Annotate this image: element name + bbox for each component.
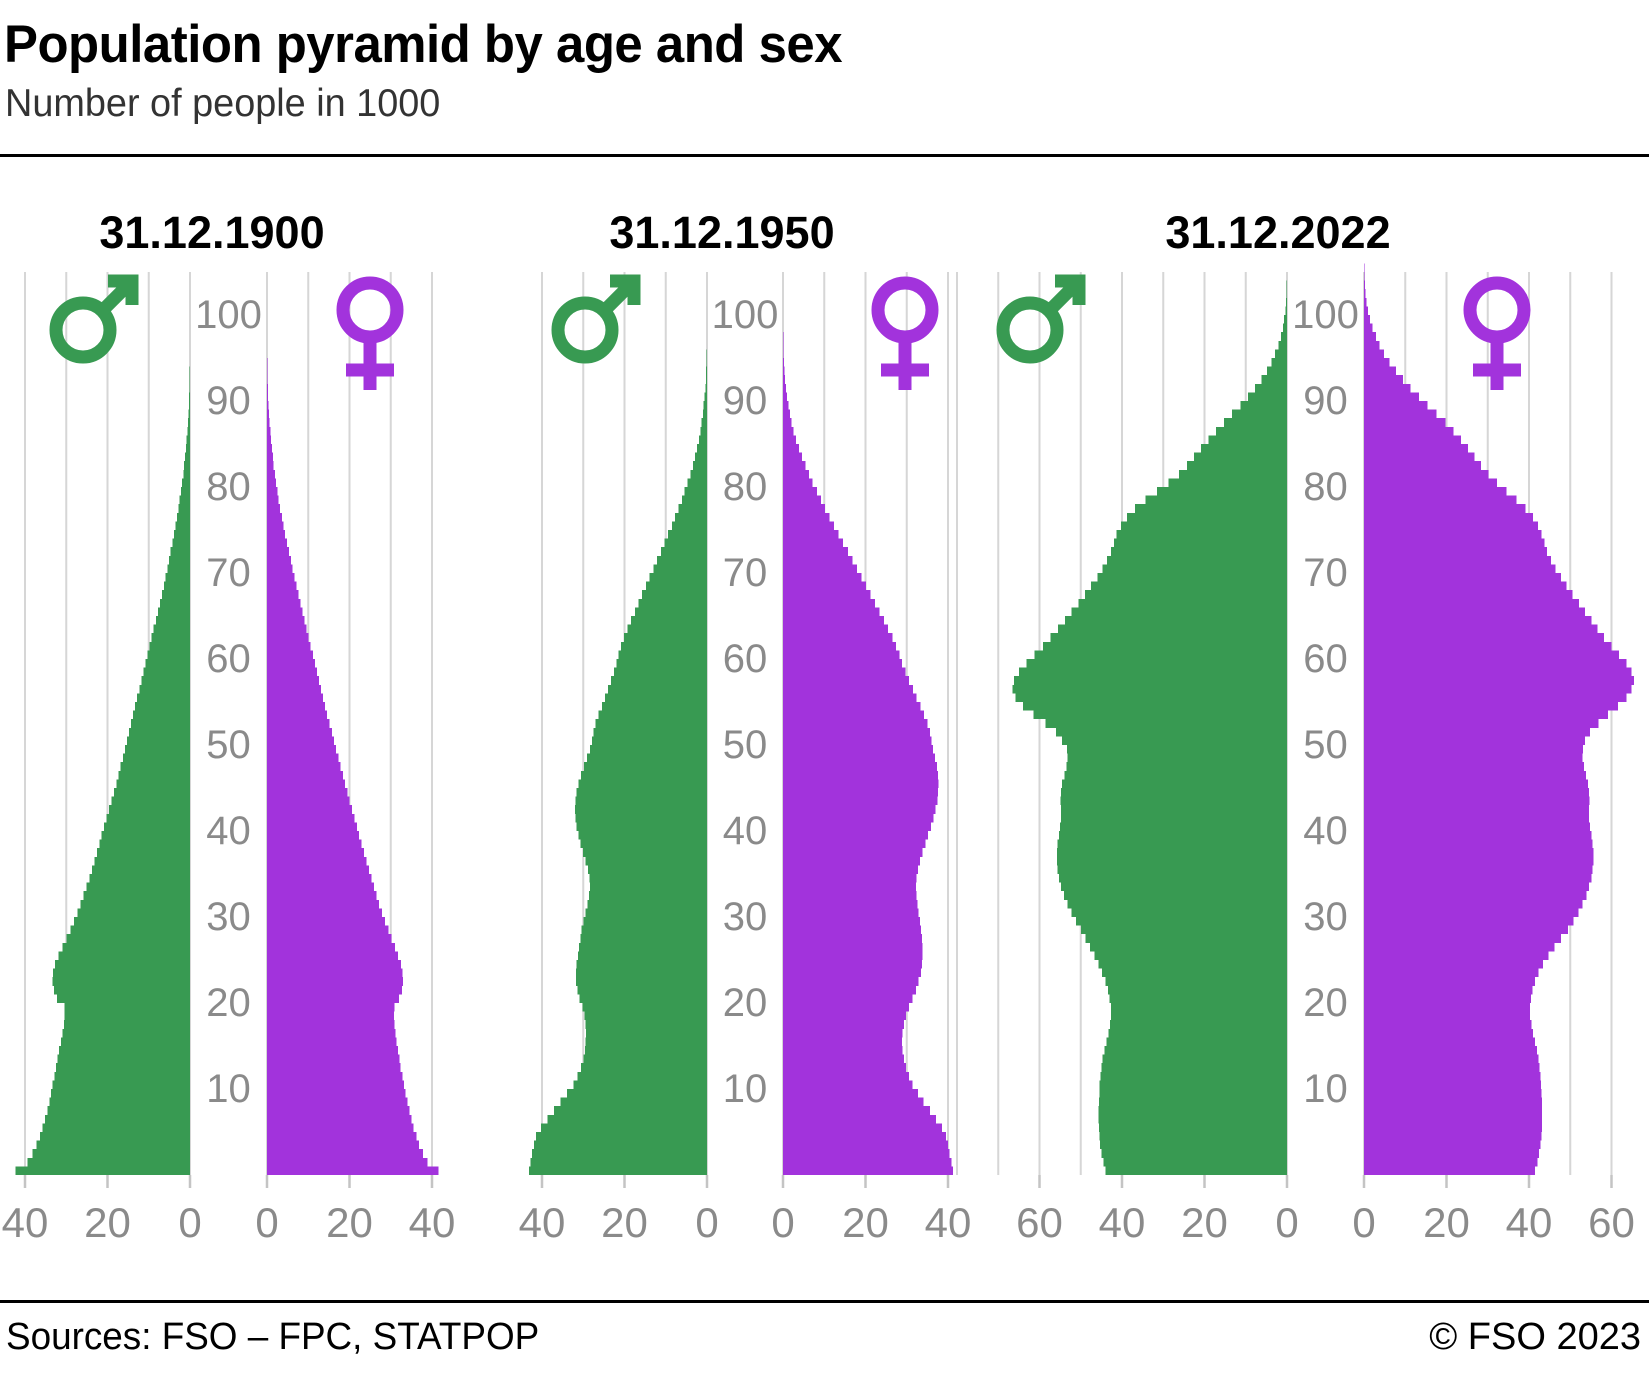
svg-text:20: 20 [842,1199,889,1246]
value-axis: 60 40 20 0 0 20 40 60 [1016,1175,1635,1246]
value-axis: 40 20 0 0 20 40 [519,1175,972,1246]
svg-text:60: 60 [1303,637,1348,681]
svg-text:30: 30 [206,895,251,939]
svg-text:0: 0 [771,1199,794,1246]
svg-text:20: 20 [84,1199,131,1246]
svg-text:60: 60 [1016,1199,1063,1246]
svg-text:40: 40 [925,1199,972,1246]
svg-text:100: 100 [712,293,779,337]
svg-text:50: 50 [1303,723,1348,767]
female-bars-1950 [783,306,953,1175]
mars-icon [49,274,139,364]
svg-text:20: 20 [601,1199,648,1246]
page-title: Population pyramid by age and sex [4,15,843,74]
svg-text:70: 70 [723,551,768,595]
male-bars-2022 [1012,263,1288,1175]
age-axis-labels: 10 20 30 40 50 60 70 80 90 100 [712,293,779,1111]
svg-text:40: 40 [519,1199,566,1246]
svg-text:60: 60 [206,637,251,681]
svg-text:20: 20 [326,1199,373,1246]
mars-icon [996,274,1086,364]
svg-text:50: 50 [206,723,251,767]
svg-text:20: 20 [1181,1199,1228,1246]
pyramid-1900: 10 20 30 40 50 60 70 80 90 100 40 20 0 0 20 40 31.12.190… [2,207,456,1246]
svg-text:40: 40 [409,1199,456,1246]
venus-icon [336,276,404,390]
pyramid-1950: 10 20 30 40 50 60 70 80 90 100 40 20 0 0 20 40 31.12.195… [519,207,972,1246]
svg-text:30: 30 [1303,895,1348,939]
svg-text:20: 20 [1423,1199,1470,1246]
svg-text:30: 30 [723,895,768,939]
male-bars-1950 [528,315,708,1175]
svg-text:80: 80 [1303,465,1348,509]
value-axis: 40 20 0 0 20 40 [2,1175,456,1246]
svg-text:40: 40 [1506,1199,1553,1246]
svg-text:20: 20 [206,981,251,1025]
copyright-text: © FSO 2023 [1429,1316,1641,1358]
venus-icon [871,276,939,390]
svg-text:20: 20 [723,981,768,1025]
header-divider [0,154,1649,157]
svg-text:60: 60 [723,637,768,681]
sources-text: Sources: FSO – FPC, STATPOP [6,1316,540,1358]
svg-text:0: 0 [1275,1199,1298,1246]
venus-icon [1463,276,1531,390]
svg-text:100: 100 [195,293,262,337]
svg-text:40: 40 [2,1199,49,1246]
svg-text:70: 70 [206,551,251,595]
svg-text:60: 60 [1588,1199,1635,1246]
population-pyramids: 10 20 30 40 50 60 70 80 90 100 40 20 0 0 20 40 31.12.190… [0,180,1649,1280]
svg-text:80: 80 [206,465,251,509]
svg-text:90: 90 [723,379,768,423]
footer-divider [0,1300,1649,1303]
svg-text:0: 0 [1352,1199,1375,1246]
svg-text:50: 50 [723,723,768,767]
svg-text:20: 20 [1303,981,1348,1025]
svg-text:0: 0 [255,1199,278,1246]
page-subtitle: Number of people in 1000 [5,82,441,125]
svg-text:10: 10 [206,1067,251,1111]
svg-text:0: 0 [178,1199,201,1246]
age-axis-labels: 10 20 30 40 50 60 70 80 90 100 [1292,293,1359,1111]
panel-title-2022: 31.12.2022 [1165,207,1390,258]
female-bars-2022 [1364,263,1635,1175]
female-bars-1900 [267,315,439,1175]
svg-text:40: 40 [206,809,251,853]
mars-icon [551,274,641,364]
age-axis-labels: 10 20 30 40 50 60 70 80 90 100 [195,293,262,1111]
svg-text:100: 100 [1292,293,1359,337]
panel-title-1900: 31.12.1900 [99,207,324,258]
svg-text:10: 10 [723,1067,768,1111]
svg-text:70: 70 [1303,551,1348,595]
svg-text:40: 40 [723,809,768,853]
panel-title-1950: 31.12.1950 [609,207,834,258]
svg-text:80: 80 [723,465,768,509]
svg-text:90: 90 [206,379,251,423]
male-bars-1900 [15,323,191,1175]
svg-text:90: 90 [1303,379,1348,423]
pyramid-2022: 10 20 30 40 50 60 70 80 90 100 60 40 20 0 0 20 40 60 31.12… [956,207,1635,1246]
svg-text:10: 10 [1303,1067,1348,1111]
svg-text:40: 40 [1099,1199,1146,1246]
svg-text:0: 0 [695,1199,718,1246]
svg-text:40: 40 [1303,809,1348,853]
